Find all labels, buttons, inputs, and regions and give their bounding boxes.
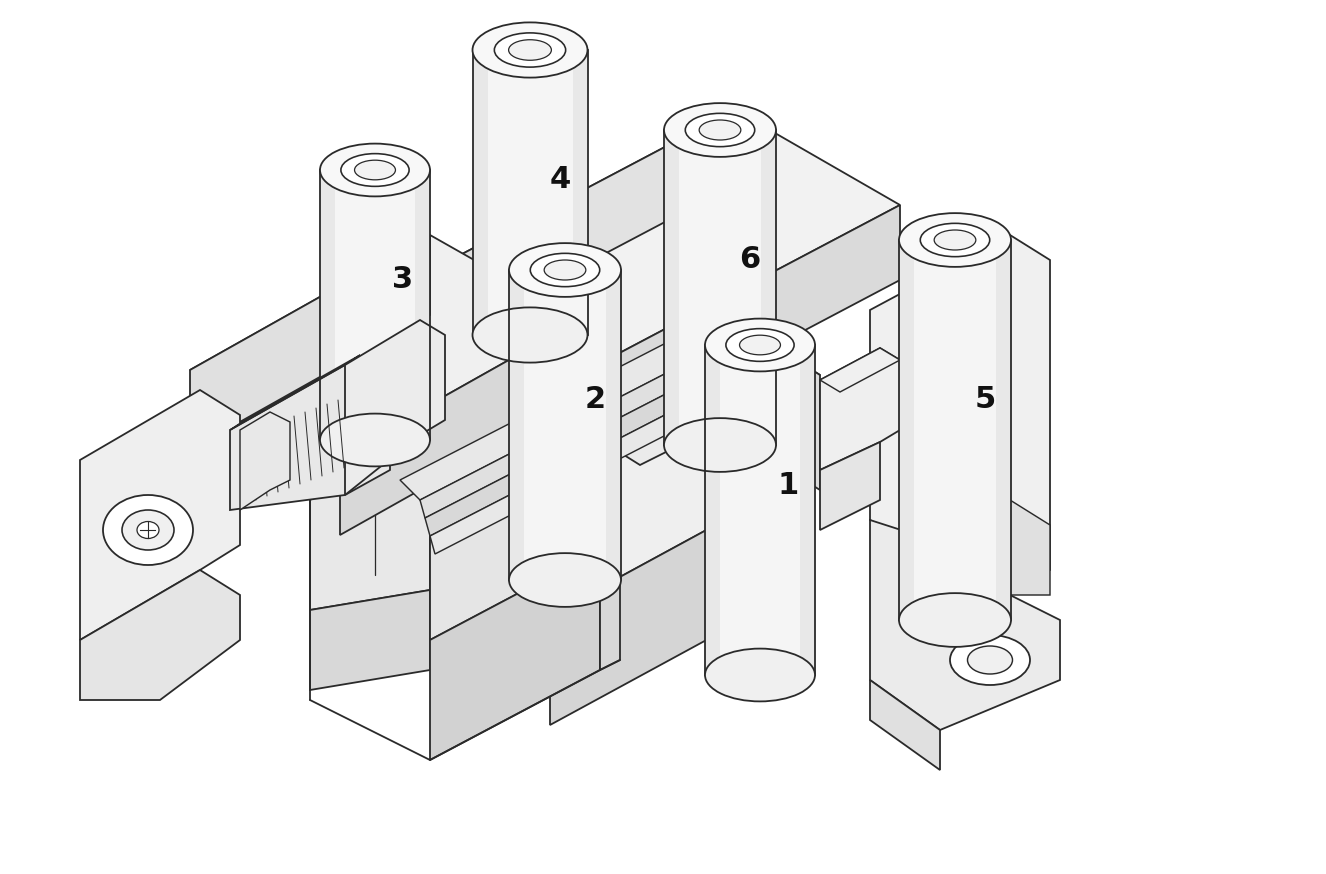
- Polygon shape: [664, 130, 679, 445]
- Polygon shape: [320, 170, 335, 440]
- Ellipse shape: [899, 593, 1010, 647]
- Polygon shape: [780, 350, 819, 490]
- Polygon shape: [310, 590, 430, 690]
- Ellipse shape: [530, 253, 599, 287]
- Ellipse shape: [472, 308, 587, 363]
- Polygon shape: [310, 375, 780, 615]
- Text: 2: 2: [585, 385, 606, 414]
- Polygon shape: [310, 375, 540, 610]
- Ellipse shape: [103, 495, 194, 565]
- Polygon shape: [705, 345, 720, 675]
- Ellipse shape: [899, 213, 1010, 267]
- Polygon shape: [420, 330, 754, 518]
- Polygon shape: [229, 365, 390, 510]
- Ellipse shape: [935, 230, 976, 250]
- Text: 3: 3: [392, 266, 414, 295]
- Polygon shape: [375, 110, 900, 395]
- Polygon shape: [540, 205, 900, 470]
- Ellipse shape: [968, 646, 1013, 674]
- Polygon shape: [870, 680, 940, 770]
- Ellipse shape: [664, 103, 776, 156]
- Polygon shape: [996, 240, 1010, 620]
- Polygon shape: [80, 390, 240, 640]
- Polygon shape: [472, 50, 488, 335]
- Ellipse shape: [509, 243, 621, 297]
- Text: 5: 5: [975, 385, 996, 414]
- Polygon shape: [310, 430, 430, 610]
- Text: 1: 1: [777, 470, 798, 500]
- Polygon shape: [430, 366, 765, 554]
- Polygon shape: [375, 110, 735, 375]
- Ellipse shape: [137, 522, 159, 538]
- Polygon shape: [819, 348, 900, 392]
- Polygon shape: [705, 345, 815, 675]
- Ellipse shape: [920, 224, 989, 257]
- Polygon shape: [430, 440, 599, 640]
- Polygon shape: [472, 50, 587, 335]
- Polygon shape: [190, 235, 430, 450]
- Polygon shape: [509, 270, 621, 580]
- Ellipse shape: [686, 114, 754, 147]
- Ellipse shape: [472, 23, 587, 78]
- Polygon shape: [870, 235, 1050, 595]
- Polygon shape: [415, 170, 430, 440]
- Polygon shape: [940, 500, 1050, 595]
- Polygon shape: [240, 412, 290, 510]
- Polygon shape: [509, 270, 524, 580]
- Polygon shape: [899, 240, 1010, 620]
- Polygon shape: [550, 490, 780, 725]
- Polygon shape: [899, 240, 914, 620]
- Ellipse shape: [320, 413, 430, 467]
- Polygon shape: [731, 300, 765, 380]
- Ellipse shape: [949, 635, 1030, 685]
- Polygon shape: [345, 320, 446, 495]
- Polygon shape: [599, 540, 621, 670]
- Polygon shape: [819, 442, 880, 530]
- Polygon shape: [819, 348, 900, 470]
- Ellipse shape: [354, 160, 395, 180]
- Ellipse shape: [320, 143, 430, 197]
- Polygon shape: [800, 345, 815, 675]
- Ellipse shape: [664, 418, 776, 472]
- Ellipse shape: [705, 649, 815, 702]
- Ellipse shape: [705, 319, 815, 371]
- Ellipse shape: [509, 553, 621, 607]
- Polygon shape: [400, 310, 751, 500]
- Polygon shape: [599, 350, 819, 465]
- Ellipse shape: [699, 120, 741, 140]
- Ellipse shape: [544, 260, 586, 280]
- Text: 6: 6: [740, 246, 761, 274]
- Polygon shape: [761, 130, 776, 445]
- Polygon shape: [870, 520, 1059, 730]
- Polygon shape: [190, 235, 579, 455]
- Ellipse shape: [495, 33, 566, 67]
- Polygon shape: [430, 550, 599, 760]
- Polygon shape: [664, 130, 776, 445]
- Ellipse shape: [740, 336, 781, 355]
- Polygon shape: [606, 270, 621, 580]
- Ellipse shape: [725, 329, 794, 361]
- Ellipse shape: [509, 39, 552, 60]
- Polygon shape: [229, 355, 359, 430]
- Polygon shape: [573, 50, 587, 335]
- Ellipse shape: [341, 154, 410, 186]
- Polygon shape: [949, 450, 1010, 500]
- Polygon shape: [80, 570, 240, 700]
- Polygon shape: [426, 348, 760, 536]
- Text: 4: 4: [549, 165, 570, 195]
- Polygon shape: [320, 170, 430, 440]
- Polygon shape: [339, 320, 579, 535]
- Ellipse shape: [122, 510, 174, 550]
